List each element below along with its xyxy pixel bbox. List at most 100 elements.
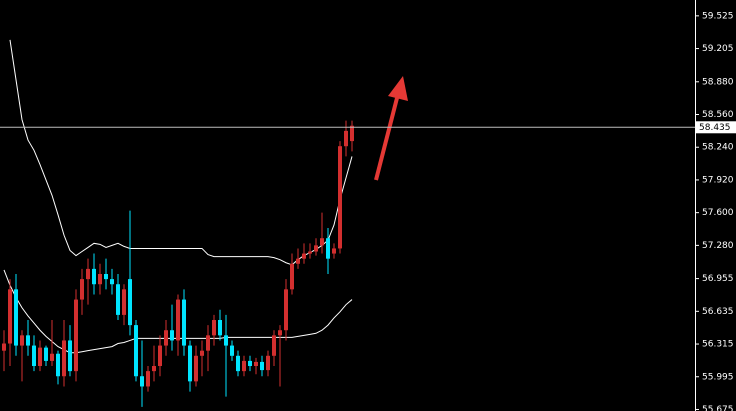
- candle: [134, 320, 138, 382]
- candle-body: [350, 125, 354, 142]
- candle: [260, 355, 264, 377]
- y-tick-label: 58.880: [702, 77, 734, 87]
- candle-body: [8, 289, 12, 344]
- candle: [266, 350, 270, 377]
- y-tick-label: 57.920: [702, 175, 734, 185]
- candle-body: [134, 325, 138, 377]
- candle: [278, 325, 282, 387]
- candle-body: [188, 345, 192, 382]
- candle-body: [116, 284, 120, 315]
- candle: [290, 253, 294, 295]
- candle-body: [242, 360, 246, 372]
- candle: [236, 350, 240, 377]
- candle-body: [302, 253, 306, 259]
- candle-body: [272, 335, 276, 356]
- candle-body: [236, 355, 240, 372]
- candle-body: [308, 251, 312, 254]
- current-price-box: [696, 121, 736, 134]
- y-tick-label: 55.995: [702, 372, 734, 382]
- candle: [302, 243, 306, 264]
- candle: [38, 340, 42, 372]
- candle: [44, 345, 48, 367]
- candle: [308, 243, 312, 259]
- y-tick-label: 56.635: [702, 307, 734, 317]
- candle-body: [56, 353, 60, 377]
- candle-body: [248, 360, 252, 367]
- candle: [242, 355, 246, 377]
- y-tick-label: 59.525: [702, 11, 734, 21]
- candle: [206, 325, 210, 372]
- candle-body: [182, 299, 186, 346]
- candle: [110, 268, 114, 295]
- candle-body: [338, 146, 342, 249]
- candle-body: [152, 366, 156, 372]
- candle-body: [260, 361, 264, 371]
- candle-body: [146, 371, 150, 387]
- candle: [272, 330, 276, 367]
- candle-body: [68, 340, 72, 372]
- candle: [296, 248, 300, 269]
- candle-body: [194, 355, 198, 382]
- candle: [188, 340, 192, 392]
- candle: [200, 340, 204, 377]
- candle: [338, 141, 342, 254]
- candle: [92, 253, 96, 295]
- candle-body: [278, 330, 282, 336]
- candle: [50, 320, 54, 367]
- candle-body: [2, 343, 6, 351]
- candle: [344, 120, 348, 157]
- candle-body: [254, 361, 258, 367]
- candle: [8, 279, 12, 367]
- candle: [152, 345, 156, 382]
- candle: [248, 355, 252, 372]
- candle-body: [80, 279, 84, 300]
- candle-body: [26, 335, 30, 346]
- candle: [350, 120, 354, 152]
- upper-band: [9, 39, 353, 266]
- candle: [104, 258, 108, 290]
- candle-body: [14, 289, 18, 346]
- candle-body: [266, 355, 270, 371]
- candle-body: [32, 345, 36, 367]
- candle: [86, 258, 90, 305]
- candle-body: [38, 347, 42, 367]
- candle-body: [224, 335, 228, 346]
- candle: [284, 279, 288, 341]
- candle: [176, 294, 180, 356]
- candle-body: [284, 289, 288, 331]
- candle-body: [164, 330, 168, 346]
- current-price-label: 58.435: [699, 123, 731, 133]
- candle-body: [158, 345, 162, 367]
- y-tick-label: 57.600: [702, 208, 734, 218]
- candle-body: [62, 340, 66, 377]
- candle-body: [122, 289, 126, 315]
- y-tick-label: 55.675: [702, 405, 734, 411]
- candle: [230, 340, 234, 361]
- candle: [182, 289, 186, 356]
- candle-body: [218, 320, 222, 336]
- candle: [26, 320, 30, 356]
- candle: [332, 243, 336, 259]
- y-tick-label: 57.280: [702, 241, 734, 251]
- candle: [170, 304, 174, 351]
- candle: [326, 227, 330, 274]
- candle-body: [98, 274, 102, 285]
- candle-body: [230, 345, 234, 356]
- candle: [128, 210, 132, 336]
- candle-body: [326, 238, 330, 259]
- candle-body: [92, 268, 96, 285]
- candle: [314, 238, 318, 256]
- candle: [80, 268, 84, 315]
- candle-body: [110, 279, 114, 285]
- candle-body: [296, 258, 300, 264]
- y-tick-label: 59.205: [702, 44, 734, 54]
- y-tick-label: 56.315: [702, 340, 734, 350]
- candle: [146, 366, 150, 392]
- candle: [320, 212, 324, 254]
- candle: [122, 284, 126, 326]
- candle: [2, 330, 6, 372]
- candle-body: [170, 330, 174, 341]
- candle-body: [320, 238, 324, 246]
